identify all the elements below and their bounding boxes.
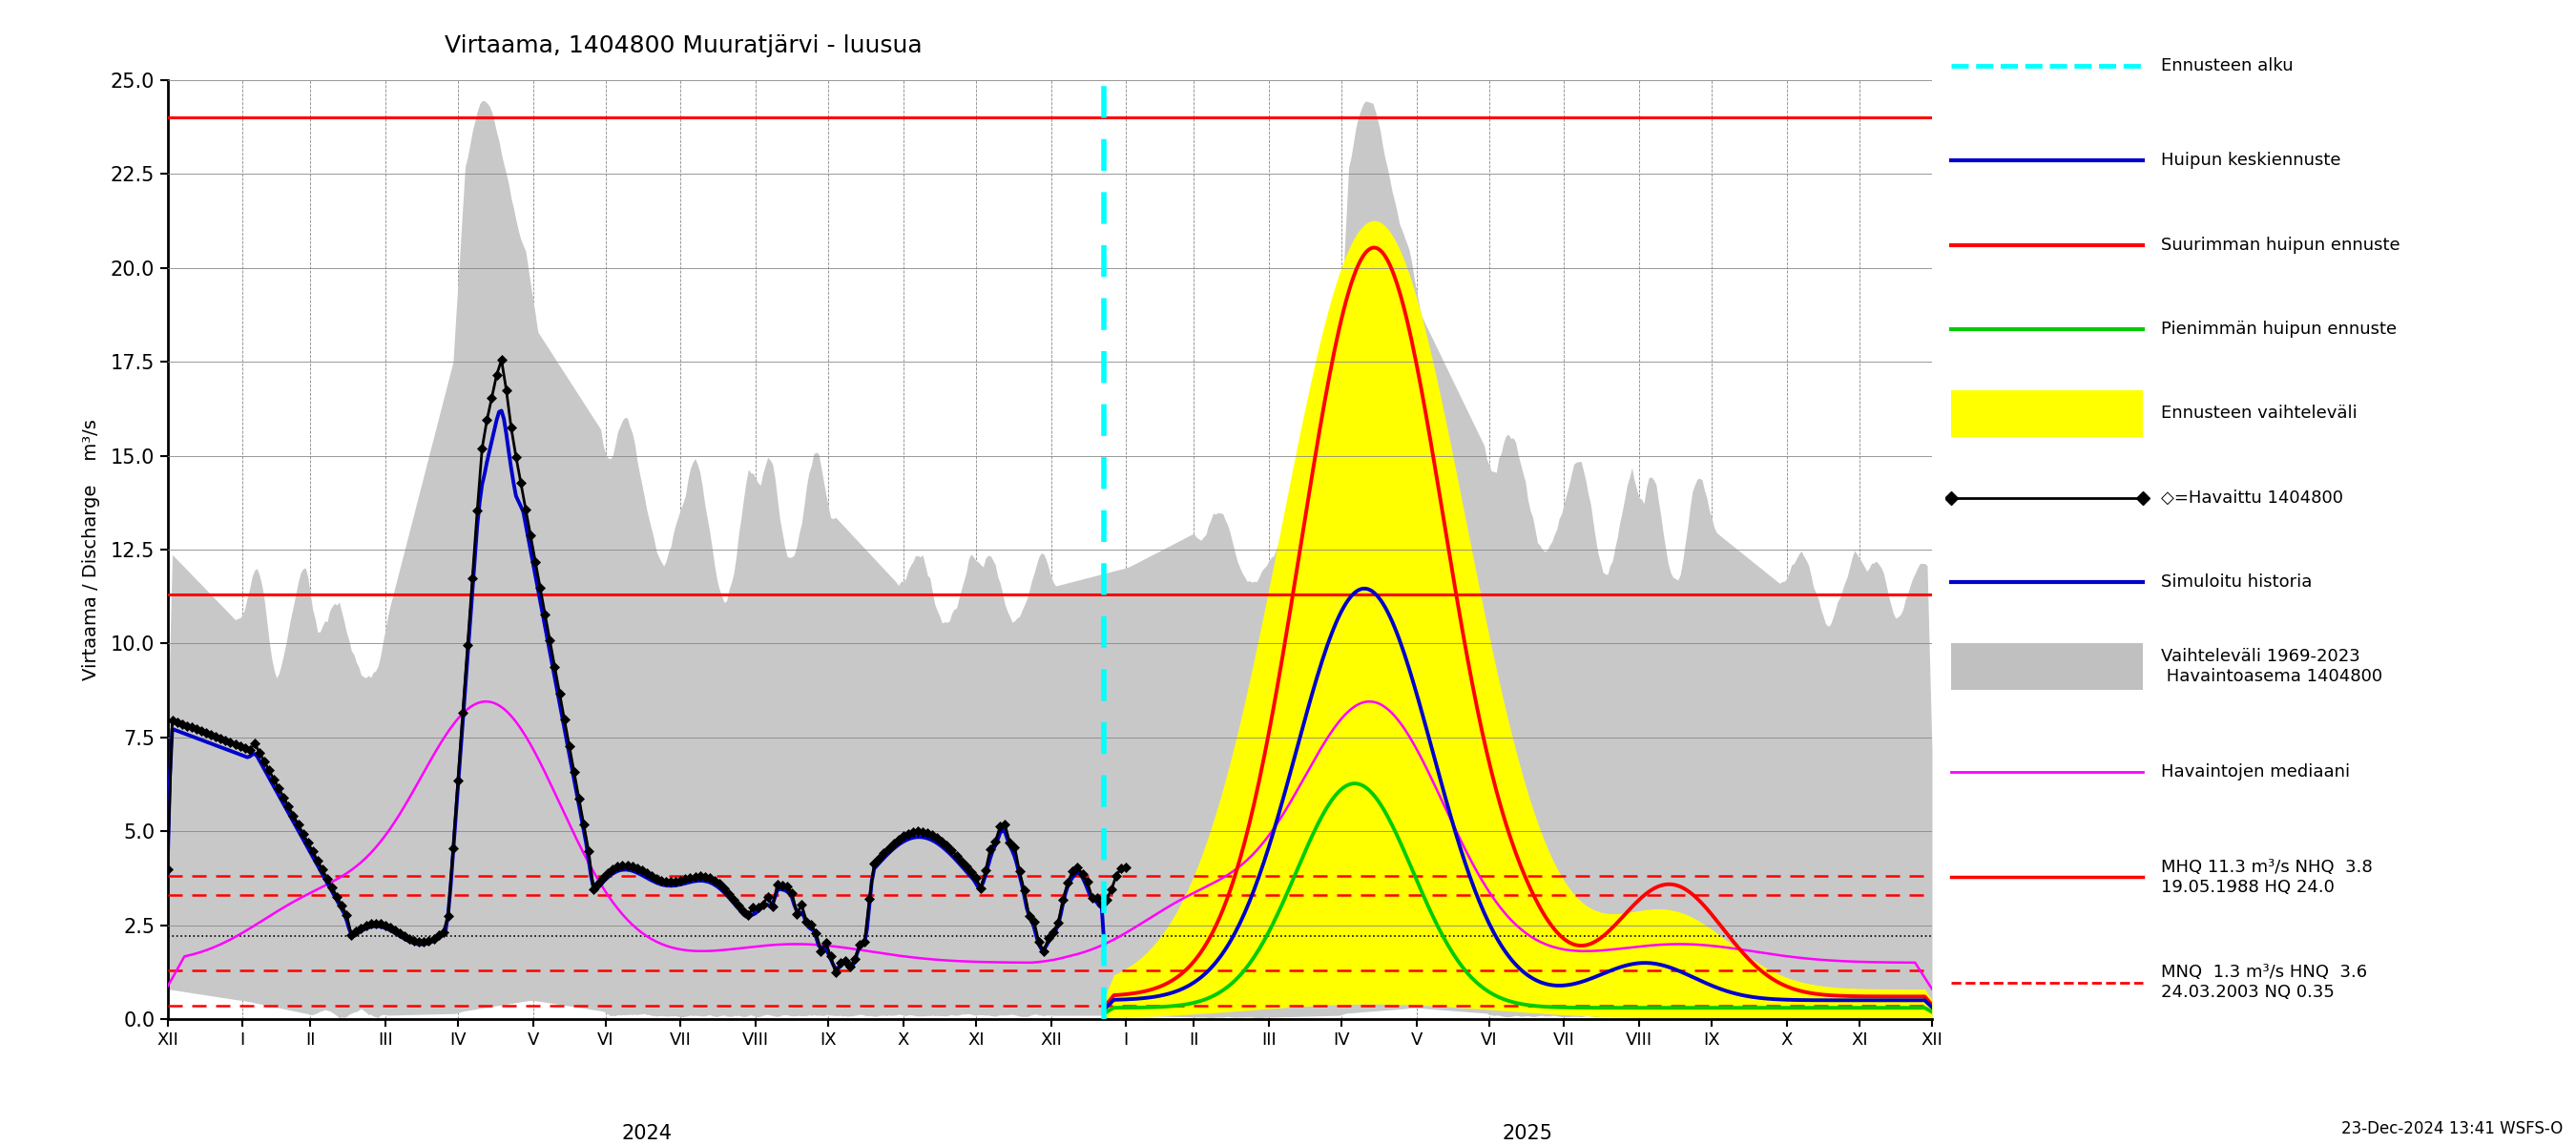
- Text: Suurimman huipun ennuste: Suurimman huipun ennuste: [2161, 236, 2401, 253]
- Text: 2025: 2025: [1502, 1124, 1553, 1143]
- Text: MNQ  1.3 m³/s HNQ  3.6
24.03.2003 NQ 0.35: MNQ 1.3 m³/s HNQ 3.6 24.03.2003 NQ 0.35: [2161, 964, 2367, 1001]
- Text: Pienimmän huipun ennuste: Pienimmän huipun ennuste: [2161, 321, 2398, 338]
- Text: Ennusteen vaihteleväli: Ennusteen vaihteleväli: [2161, 405, 2357, 423]
- Text: Vaihteleväli 1969-2023
 Havaintoasema 1404800: Vaihteleväli 1969-2023 Havaintoasema 140…: [2161, 648, 2383, 685]
- Bar: [1950, 390, 2143, 436]
- Text: MHQ 11.3 m³/s NHQ  3.8
19.05.1988 HQ 24.0: MHQ 11.3 m³/s NHQ 3.8 19.05.1988 HQ 24.0: [2161, 859, 2372, 895]
- Text: 2024: 2024: [621, 1124, 672, 1143]
- Text: Havaintojen mediaani: Havaintojen mediaani: [2161, 763, 2349, 781]
- Text: 23-Dec-2024 13:41 WSFS-O: 23-Dec-2024 13:41 WSFS-O: [2342, 1120, 2563, 1137]
- Text: Simuloitu historia: Simuloitu historia: [2161, 574, 2313, 591]
- Text: Ennusteen alku: Ennusteen alku: [2161, 57, 2293, 74]
- Text: Virtaama, 1404800 Muuratjärvi - luusua: Virtaama, 1404800 Muuratjärvi - luusua: [446, 34, 922, 57]
- Y-axis label: Virtaama / Discharge    m³/s: Virtaama / Discharge m³/s: [82, 419, 100, 680]
- Bar: [1950, 643, 2143, 689]
- Text: ◇=Havaittu 1404800: ◇=Havaittu 1404800: [2161, 489, 2344, 506]
- Text: Huipun keskiennuste: Huipun keskiennuste: [2161, 152, 2342, 169]
